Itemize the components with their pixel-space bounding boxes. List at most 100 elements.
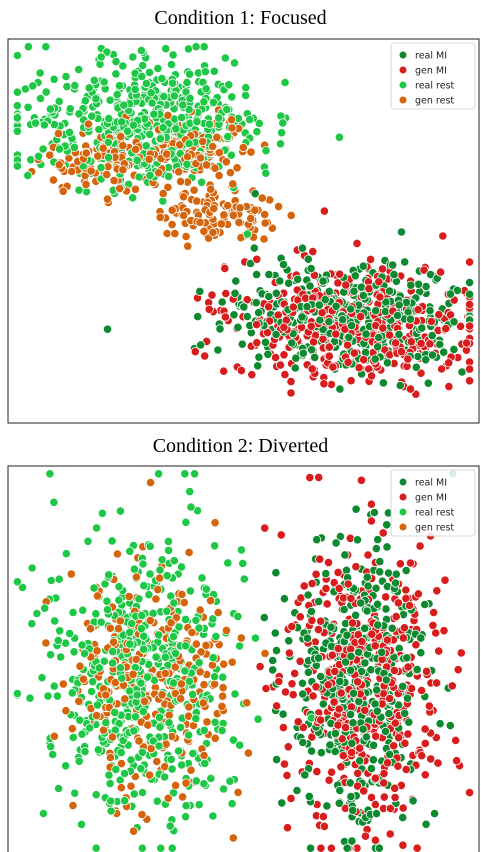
point-real-rest — [54, 144, 65, 154]
point-gen-rest — [206, 184, 216, 194]
point-real-rest — [155, 134, 165, 144]
point-gen-mi — [323, 558, 334, 568]
point-gen-rest — [176, 176, 186, 187]
point-real-mi — [369, 507, 379, 518]
point-real-rest — [194, 623, 204, 633]
point-gen-mi — [287, 622, 297, 632]
point-gen-mi — [338, 751, 348, 761]
point-real-rest — [169, 556, 179, 566]
point-real-mi — [303, 667, 313, 677]
point-real-rest — [184, 139, 194, 149]
scatter-plot-focused: real MI gen MI real rest gen rest — [7, 38, 480, 424]
point-gen-rest — [214, 171, 224, 181]
point-gen-mi — [295, 612, 305, 622]
point-real-rest — [40, 603, 50, 613]
point-real-rest — [161, 44, 171, 54]
point-real-rest — [180, 469, 190, 479]
point-gen-mi — [381, 592, 391, 602]
point-real-mi — [306, 264, 316, 274]
point-gen-mi — [360, 705, 370, 715]
point-real-rest — [41, 42, 51, 52]
point-gen-rest — [221, 157, 231, 167]
point-gen-mi — [461, 338, 472, 348]
point-real-rest — [137, 747, 147, 757]
point-gen-rest — [214, 148, 224, 158]
point-real-mi — [370, 354, 380, 364]
point-real-mi — [346, 791, 356, 802]
legend-marker-gen-rest — [398, 95, 408, 105]
point-real-rest — [30, 118, 41, 128]
point-gen-rest — [163, 182, 173, 192]
point-gen-rest — [54, 160, 64, 170]
point-real-mi — [287, 338, 297, 348]
point-real-rest — [94, 663, 104, 673]
point-real-mi — [361, 329, 371, 339]
point-real-rest — [49, 681, 59, 691]
point-real-rest — [80, 96, 91, 106]
point-real-rest — [96, 163, 106, 173]
point-gen-mi — [404, 600, 415, 611]
point-gen-rest — [130, 184, 140, 194]
point-gen-mi — [329, 578, 339, 588]
point-real-rest — [46, 742, 56, 752]
point-real-mi — [193, 311, 203, 322]
point-gen-mi — [221, 288, 231, 299]
point-gen-rest — [177, 589, 187, 599]
point-real-rest — [48, 749, 58, 760]
point-gen-rest — [167, 220, 177, 230]
point-real-rest — [106, 796, 116, 806]
point-gen-mi — [366, 516, 376, 526]
point-real-rest — [167, 764, 177, 774]
point-real-rest — [169, 91, 179, 101]
legend-label-real-mi: real MI — [415, 478, 447, 489]
point-real-rest — [61, 549, 71, 559]
point-real-mi — [102, 324, 113, 334]
point-real-rest — [62, 81, 72, 92]
point-gen-mi — [323, 680, 333, 690]
scatter-points — [12, 42, 475, 399]
point-real-mi — [417, 323, 427, 333]
point-real-rest — [190, 469, 200, 479]
point-gen-mi — [316, 843, 326, 852]
point-gen-rest — [232, 163, 242, 173]
point-gen-mi — [378, 323, 388, 333]
point-gen-mi — [370, 641, 380, 651]
point-gen-rest — [129, 826, 139, 836]
point-gen-rest — [243, 748, 253, 758]
point-gen-mi — [288, 690, 298, 700]
point-real-rest — [199, 97, 209, 107]
point-real-rest — [85, 723, 95, 733]
point-real-rest — [224, 80, 234, 90]
point-real-rest — [122, 126, 133, 136]
point-gen-rest — [228, 833, 238, 843]
point-real-mi — [254, 352, 264, 362]
point-real-mi — [368, 755, 378, 765]
point-gen-mi — [263, 302, 274, 312]
point-real-mi — [346, 665, 356, 675]
point-gen-mi — [378, 528, 388, 538]
point-real-rest — [45, 469, 55, 479]
scatter-plot-diverted: real MI gen MI real rest gen rest — [7, 465, 480, 852]
point-real-rest — [129, 564, 139, 574]
point-gen-mi — [346, 747, 357, 757]
point-real-rest — [35, 68, 45, 78]
point-gen-mi — [401, 593, 411, 603]
point-real-rest — [69, 647, 79, 657]
point-gen-mi — [317, 308, 327, 318]
point-gen-mi — [220, 263, 230, 273]
point-gen-rest — [163, 110, 173, 121]
point-gen-mi — [219, 366, 229, 376]
point-real-mi — [306, 606, 316, 617]
point-gen-rest — [81, 148, 91, 158]
point-real-rest — [223, 558, 233, 568]
point-gen-rest — [102, 170, 112, 180]
point-real-mi — [245, 258, 256, 269]
point-real-mi — [358, 291, 368, 301]
point-real-mi — [335, 785, 345, 796]
point-gen-mi — [340, 722, 351, 733]
point-gen-rest — [199, 226, 209, 236]
point-gen-mi — [413, 589, 423, 599]
point-real-mi — [356, 598, 366, 608]
point-gen-rest — [155, 212, 165, 222]
legend-label-real-rest: real rest — [415, 508, 455, 519]
